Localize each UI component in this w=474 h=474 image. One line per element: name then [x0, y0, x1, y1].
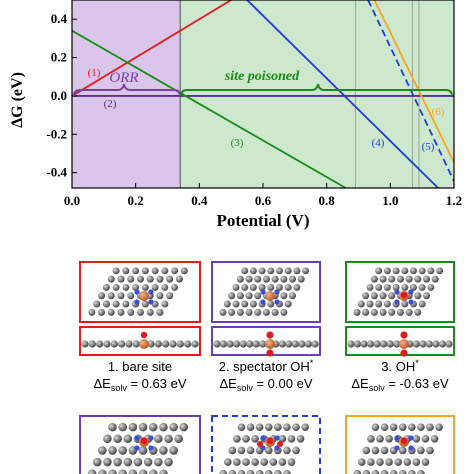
x-tick-label-5: 1.0 [382, 193, 398, 208]
series-lines [72, 0, 454, 188]
y-tick-label-1: -0.2 [46, 126, 67, 141]
caption-1-title: 1. bare site [108, 359, 172, 374]
orr-label: ORR [109, 70, 138, 86]
series-line-1 [72, 0, 232, 97]
x-axis-ticks: 0.0 0.2 0.4 0.6 0.8 1.0 1.2 [64, 183, 462, 208]
structure-panel-1 [79, 261, 201, 356]
series-label-2: (2) [104, 98, 117, 110]
x-tick-label-6: 1.2 [446, 193, 462, 208]
x-tick-label-2: 0.4 [191, 193, 208, 208]
y-tick-label-2: 0.0 [51, 88, 67, 103]
region-0 [72, 0, 181, 188]
region-1 [180, 0, 454, 188]
series-line-3 [72, 29, 347, 188]
structure-panel-4 [79, 415, 201, 474]
x-tick-label-0: 0.0 [64, 193, 80, 208]
structure-panel-3 [345, 261, 455, 357]
x-tick-label-1: 0.2 [128, 193, 144, 208]
y-tick-label-4: 0.4 [51, 11, 68, 26]
structure-panels [79, 261, 455, 474]
orr-brace: ORR [73, 70, 181, 97]
structure-caption-1: 1. bare site ΔEsolv = 0.63 eV [93, 359, 186, 393]
series-label-4: (4) [372, 137, 385, 149]
caption-2-title: 2. spectator OH* [219, 358, 314, 374]
x-tick-label-3: 0.6 [255, 193, 272, 208]
free-energy-chart: 0.0 0.2 0.4 0.6 0.8 1.0 1.2 -0.4-0.20.00.20.4 … [9, 0, 462, 230]
series-label-6: (6) [432, 106, 445, 118]
structure-caption-3: 3. OH* ΔEsolv = -0.63 eV [351, 358, 449, 393]
series-label-3: (3) [231, 137, 244, 149]
caption-1-energy: ΔEsolv = 0.63 eV [93, 376, 186, 393]
caption-2-energy: ΔEsolv = 0.00 eV [219, 376, 312, 393]
structure-panel-2 [211, 261, 321, 357]
x-tick-label-4: 0.8 [319, 193, 336, 208]
series-line-5 [367, 0, 454, 184]
series-label-1: (1) [88, 67, 101, 79]
y-tick-label-0: -0.4 [46, 165, 67, 180]
series-line-4 [246, 0, 439, 188]
structure-panel-6 [345, 415, 455, 474]
series-line-6 [373, 0, 454, 165]
y-axis-label: ΔG (eV) [9, 72, 26, 128]
site-poisoned-label: site poisoned [224, 69, 300, 84]
y-tick-label-3: 0.2 [51, 50, 67, 65]
x-axis-label: Potential (V) [216, 211, 309, 230]
y-axis-ticks: -0.4 -0.2 0.0 0.2 0.4 [46, 11, 77, 180]
structure-panel-5 [211, 415, 321, 474]
series-label-5: (5) [422, 141, 435, 153]
site-poisoned-brace: site poisoned [180, 69, 453, 97]
caption-3-energy: ΔEsolv = -0.63 eV [351, 376, 449, 393]
caption-3-title: 3. OH* [381, 358, 419, 374]
region-shading [72, 0, 454, 188]
structure-caption-2: 2. spectator OH* ΔEsolv = 0.00 eV [219, 358, 314, 393]
